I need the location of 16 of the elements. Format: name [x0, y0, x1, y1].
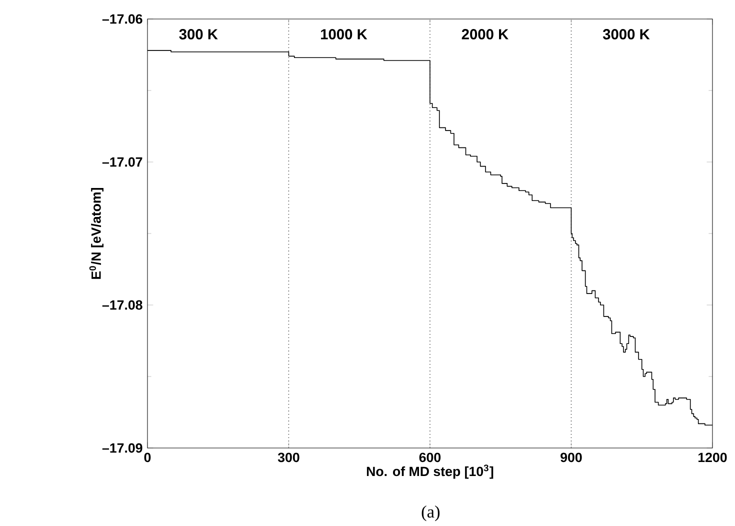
x-tick-label: 900 [560, 452, 582, 462]
y-axis-title: E$^{0}$/N [eV/atom] [89, 188, 104, 279]
x-tick-label: 600 [419, 452, 441, 462]
x-tick-label: 0 [144, 452, 151, 462]
text: (a) [422, 505, 440, 522]
x-axis-title: No. of MD step [10$^{3}$] [366, 464, 494, 479]
y-tick-label: –17.06 [102, 14, 142, 24]
annotation: 3000 K [602, 29, 650, 40]
x-tick-label: 300 [278, 452, 300, 462]
annotation: 300 K [179, 29, 218, 40]
y-tick-label: –17.09 [102, 443, 142, 453]
y-tick-label: –17.08 [102, 300, 142, 310]
y-tick-label: –17.07 [102, 157, 142, 167]
x-tick-label: 1200 [698, 452, 727, 462]
annotation: 1000 K [321, 29, 368, 40]
annotation: 2000 K [462, 29, 508, 40]
